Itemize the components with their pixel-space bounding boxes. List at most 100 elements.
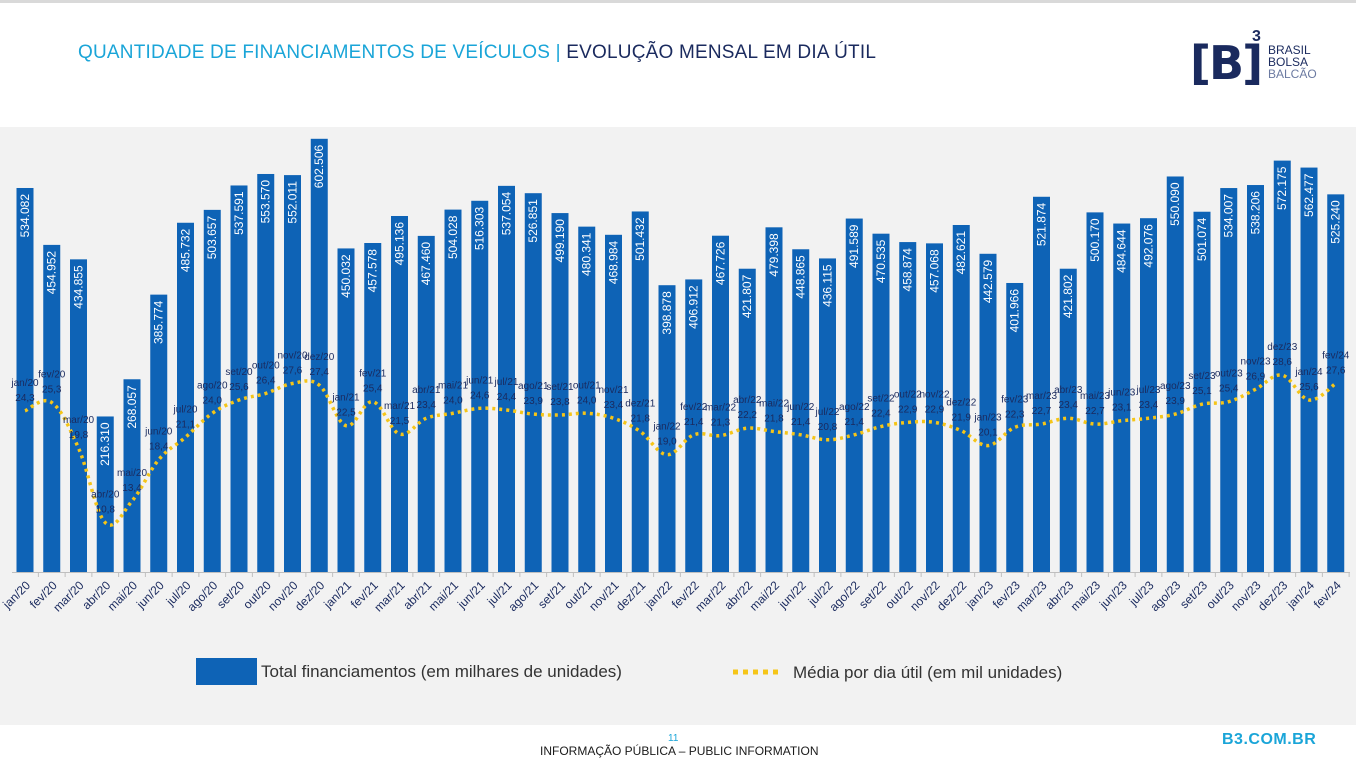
bar <box>417 235 435 572</box>
line-value-label: 21,4 <box>791 417 811 428</box>
logo-text: BRASIL BOLSA BALCÃO <box>1268 44 1317 80</box>
x-tick-label: jun/23 <box>1096 578 1130 612</box>
line-value-label: 19,8 <box>69 430 89 441</box>
bar-value-label: 484.644 <box>1115 229 1129 273</box>
line-month-label: jul/23 <box>1136 385 1161 396</box>
line-value-label: 21,9 <box>952 413 972 424</box>
x-tick-label: ago/22 <box>827 578 863 614</box>
bar-value-label: 572.175 <box>1275 166 1289 210</box>
bar <box>712 235 729 572</box>
x-tick-label: ago/21 <box>506 578 542 614</box>
line-month-label: jan/24 <box>1294 367 1323 378</box>
line-value-label: 25,3 <box>42 385 62 396</box>
x-tick-label: mai/22 <box>747 578 783 614</box>
bar <box>1327 194 1345 572</box>
line-value-label: 23,1 <box>1112 403 1132 414</box>
x-tick-label: jun/20 <box>133 578 167 612</box>
page-number: 11 <box>668 733 679 744</box>
line-value-label: 23,4 <box>1139 400 1159 411</box>
line-value-label: 23,4 <box>604 400 624 411</box>
x-tick-label: set/22 <box>856 578 889 611</box>
bar-value-label: 500.170 <box>1088 218 1102 262</box>
bar-value-label: 537.591 <box>232 191 246 235</box>
line-value-label: 13,4 <box>122 483 142 494</box>
bar-value-label: 467.726 <box>714 241 728 285</box>
bar <box>631 211 649 572</box>
line-month-label: abr/23 <box>1054 385 1083 396</box>
logo-line-3: BALCÃO <box>1268 67 1317 81</box>
bar <box>524 193 542 572</box>
footer-url[interactable]: B3.COM.BR <box>1222 731 1317 748</box>
bar-value-label: 553.570 <box>259 180 273 224</box>
line-month-label: dez/20 <box>304 352 334 363</box>
line-month-label: jan/21 <box>331 393 360 404</box>
line-month-label: ago/22 <box>839 402 870 413</box>
vehicle-financing-chart: 534.082jan/20454.952fev/20434.855mar/202… <box>0 138 1350 685</box>
line-month-label: jul/22 <box>815 407 840 418</box>
bar <box>1247 185 1264 572</box>
line-value-label: 20,8 <box>818 422 838 433</box>
bar <box>926 243 943 572</box>
bar <box>284 175 301 572</box>
line-month-label: jun/22 <box>786 402 815 413</box>
b3-logo: [B] 3 BRASIL BOLSA BALCÃO <box>1190 28 1330 94</box>
line-month-label: set/20 <box>225 367 253 378</box>
x-tick-label: dez/20 <box>292 578 328 614</box>
bar-value-label: 385.774 <box>152 300 166 344</box>
bar-value-label: 482.621 <box>954 231 968 275</box>
bar <box>551 213 569 572</box>
line-month-label: out/20 <box>252 360 280 371</box>
line-month-label: fev/23 <box>1001 394 1029 405</box>
line-value-label: 20,1 <box>978 428 998 439</box>
x-tick-label: set/21 <box>535 578 568 611</box>
x-tick-label: set/20 <box>214 578 247 611</box>
bar-value-label: 421.802 <box>1061 274 1075 318</box>
x-tick-label: mai/23 <box>1068 578 1104 614</box>
bar <box>150 294 168 572</box>
line-month-label: fev/20 <box>38 370 66 381</box>
line-value-label: 21,8 <box>631 413 651 424</box>
bar <box>872 233 890 572</box>
line-month-label: mai/23 <box>1080 391 1110 402</box>
bar <box>310 138 328 572</box>
x-tick-label: mar/21 <box>371 578 408 615</box>
line-value-label: 26,4 <box>256 375 276 386</box>
line-month-label: jul/20 <box>173 404 198 415</box>
line-month-label: set/21 <box>546 382 574 393</box>
line-month-label: jan/20 <box>10 378 39 389</box>
line-value-label: 21,5 <box>390 416 410 427</box>
footer-info: INFORMAÇÃO PÚBLICA – PUBLIC INFORMATION <box>540 744 819 758</box>
line-month-label: jun/23 <box>1107 388 1136 399</box>
bar-value-label: 501.074 <box>1195 217 1209 261</box>
bar <box>203 209 221 573</box>
line-value-label: 21,3 <box>711 418 731 429</box>
line-value-label: 25,6 <box>229 382 249 393</box>
bar-value-label: 421.807 <box>740 274 754 318</box>
bar-value-label: 552.011 <box>286 181 300 224</box>
line-value-label: 21,8 <box>764 413 784 424</box>
bar-value-label: 268.057 <box>125 385 139 429</box>
x-tick-label: mar/22 <box>692 578 729 615</box>
line-month-label: out/21 <box>573 380 601 391</box>
line-month-label: mai/20 <box>117 468 147 479</box>
line-value-label: 24,0 <box>443 395 463 406</box>
line-value-label: 21,4 <box>845 417 865 428</box>
top-divider <box>0 0 1356 3</box>
bar-value-label: 468.984 <box>607 240 621 284</box>
x-tick-label: jan/24 <box>1283 578 1317 612</box>
bar-value-label: 436.115 <box>821 264 835 307</box>
bar-value-label: 550.090 <box>1168 182 1182 226</box>
line-value-label: 22,3 <box>1005 409 1025 420</box>
line-month-label: jun/21 <box>465 375 494 386</box>
bar-value-label: 525.240 <box>1329 200 1343 244</box>
line-month-label: nov/22 <box>919 389 949 400</box>
x-tick-label: jun/21 <box>454 578 488 612</box>
bar-value-label: 516.303 <box>473 206 487 250</box>
bar <box>819 258 836 572</box>
bar <box>230 185 248 572</box>
bar <box>738 268 756 572</box>
line-value-label: 24,0 <box>203 395 223 406</box>
bar-value-label: 492.076 <box>1142 224 1156 268</box>
line-value-label: 22,5 <box>336 408 356 419</box>
line-value-label: 21,4 <box>684 417 704 428</box>
